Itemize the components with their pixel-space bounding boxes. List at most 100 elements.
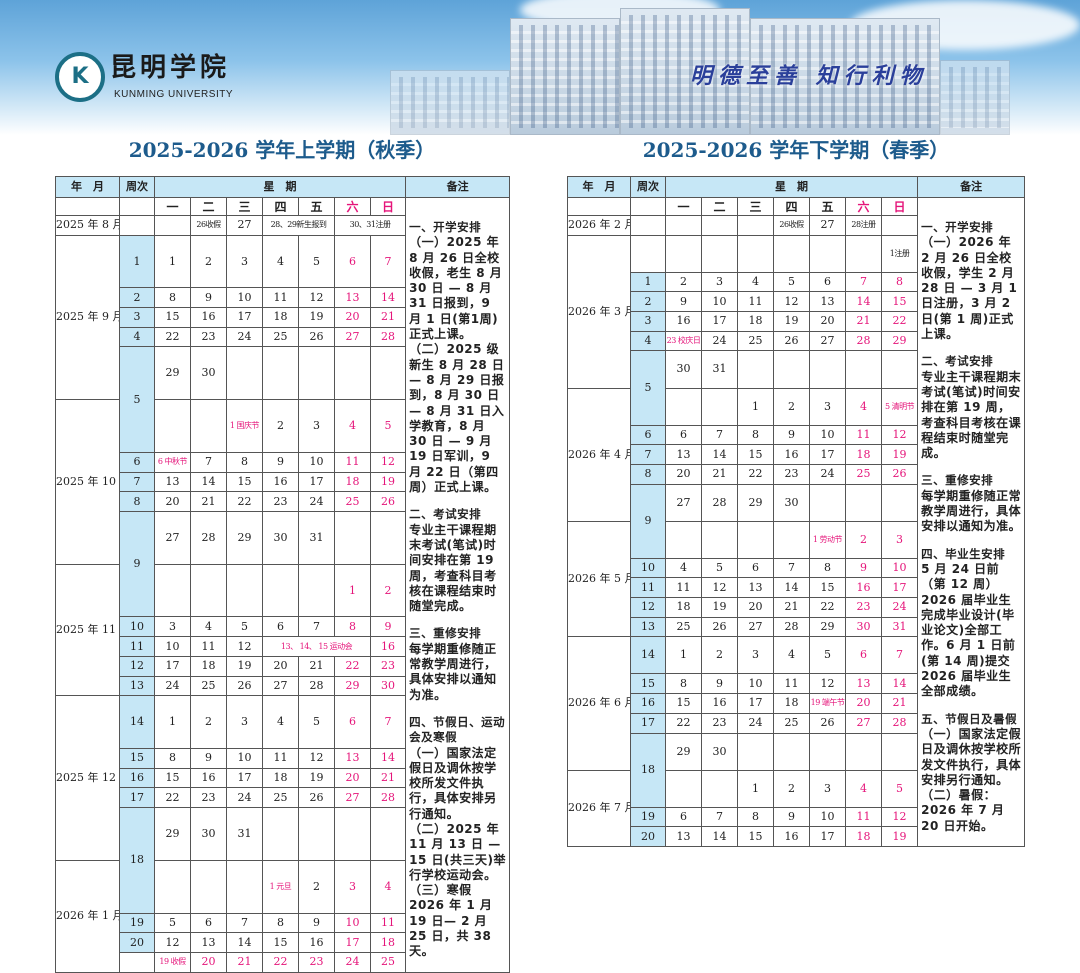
date-cell: 12 (369, 451, 407, 473)
date-cell: 27 (334, 326, 371, 348)
date-cell: 9 (369, 616, 407, 638)
date-cell: 6 (665, 424, 702, 446)
date-cell: 9 (701, 673, 738, 695)
date-cell: 25 (262, 326, 299, 348)
date-cell: 4 (665, 557, 702, 579)
date-cell (773, 234, 810, 273)
note-title: 二、考试安排 (921, 354, 994, 369)
date-cell (298, 807, 335, 861)
date-cell: 27 (262, 675, 299, 697)
date-cell: 8 (809, 557, 846, 579)
date-cell: 21 (773, 597, 810, 618)
date-cell: 10 (701, 291, 738, 313)
calendar-row: 3 16 17 18 19 20 21 22 (568, 311, 1025, 332)
week-number: 5 (630, 350, 666, 426)
date-cell: 22 (665, 712, 702, 734)
date-cell: 4 (262, 695, 299, 749)
date-cell (262, 807, 299, 861)
date-cell (773, 520, 810, 559)
note-title: 一、开学安排 (409, 220, 482, 234)
week-number: 10 (119, 616, 155, 638)
date-cell: 5 (154, 912, 191, 934)
month-label: 2025 年 8 月 (55, 215, 120, 236)
date-cell: 7 (369, 695, 407, 749)
date-cell: 7 (773, 557, 810, 579)
weekday-header: 一 (665, 197, 702, 216)
date-cell: 16 (701, 693, 738, 714)
note-section: 三、重修安排 每学期重修随正常教学周进行，具体安排以通知为准。 (921, 473, 1022, 534)
date-cell: 23 (845, 597, 882, 618)
date-cell: 7 (701, 424, 738, 446)
date-cell: 17 (737, 693, 774, 714)
date-cell (665, 520, 702, 559)
date-cell: 9 (845, 557, 882, 579)
date-cell: 2 (845, 520, 882, 559)
column-header-notes: 备注 (917, 176, 1026, 198)
date-cell: 12 (298, 287, 335, 309)
date-cell (298, 563, 335, 618)
date-cell: 28 (369, 326, 407, 348)
date-cell: 20 (737, 597, 774, 618)
date-cell: 1 (334, 563, 371, 618)
date-cell: 10 (809, 424, 846, 446)
week-number: 11 (119, 636, 155, 657)
date-cell: 18 (845, 444, 882, 465)
date-cell: 14 (701, 826, 738, 847)
date-cell: 31 (226, 807, 263, 861)
date-cell (809, 350, 846, 389)
date-cell: 24 (226, 787, 263, 809)
date-cell: 19 (880, 826, 919, 847)
week-number (630, 215, 666, 236)
date-cell: 23 校庆日 (665, 330, 702, 352)
date-cell: 3 (880, 520, 919, 559)
note-paragraph: （二）2025 年 11 月 13 日 — 15 日(共三天)举行学校运动会。 (409, 821, 506, 882)
week-number: 12 (630, 597, 666, 618)
calendar-row: 2026 年 6 月 14 1 2 3 4 5 6 7 (567, 636, 1025, 771)
autumn-calendar-table: 年 月周次星 期备注一二三四五六日一、开学安排 （一）2025 年 8 月 26 … (55, 176, 511, 973)
date-cell: 1注册 (880, 234, 919, 273)
date-cell (880, 215, 919, 236)
date-cell: 12 (880, 806, 919, 828)
date-cell: 26 (809, 712, 846, 734)
date-cell: 13 (334, 747, 371, 769)
date-cell: 7 (298, 616, 335, 638)
date-cell: 7 (845, 271, 882, 293)
date-cell: 14 (880, 673, 919, 695)
date-cell: 14 (773, 577, 810, 599)
date-cell: 5 (369, 399, 407, 453)
calendar-row: 15 8 9 10 11 12 13 14 (56, 747, 510, 769)
date-cell: 23 (369, 655, 407, 677)
date-cell: 29 (226, 511, 263, 565)
week-number: 19 (630, 806, 666, 828)
date-cell: 24 (880, 597, 919, 618)
date-cell: 8 (737, 424, 774, 446)
date-cell: 26 (880, 463, 919, 485)
date-cell: 12 (298, 747, 335, 769)
date-cell (701, 234, 738, 273)
date-cell: 11 (845, 424, 882, 446)
month-label: 2025 年 10 月 (55, 399, 120, 565)
date-cell: 11 (773, 673, 810, 695)
date-cell: 20 (262, 655, 299, 677)
date-cell: 11 (334, 451, 371, 473)
date-cell (737, 520, 774, 559)
date-cell: 30 (701, 732, 738, 771)
date-cell: 17 (226, 307, 263, 328)
month-label: 2026 年 6 月 (567, 636, 631, 771)
date-cell: 5 (701, 557, 738, 579)
week-number: 8 (119, 491, 155, 513)
note-paragraph: （三）寒假 2026 年 1 月 19 日— 2 月 25 日，共 38 天。 (409, 883, 493, 959)
week-number: 17 (630, 712, 666, 734)
date-cell: 4 (190, 616, 227, 638)
date-cell: 20 (154, 491, 191, 513)
date-cell: 8 (880, 271, 919, 293)
date-cell (154, 563, 191, 618)
date-cell (845, 732, 882, 771)
note-paragraph: 每学期重修随正常教学周进行，具体安排以通知为准。 (409, 641, 497, 702)
date-cell: 11 (369, 912, 407, 934)
date-cell (226, 346, 263, 401)
date-cell: 31 (880, 616, 919, 638)
calendar-row: 2025 年 11 月12 (55, 563, 510, 697)
date-cell: 10 (226, 287, 263, 309)
